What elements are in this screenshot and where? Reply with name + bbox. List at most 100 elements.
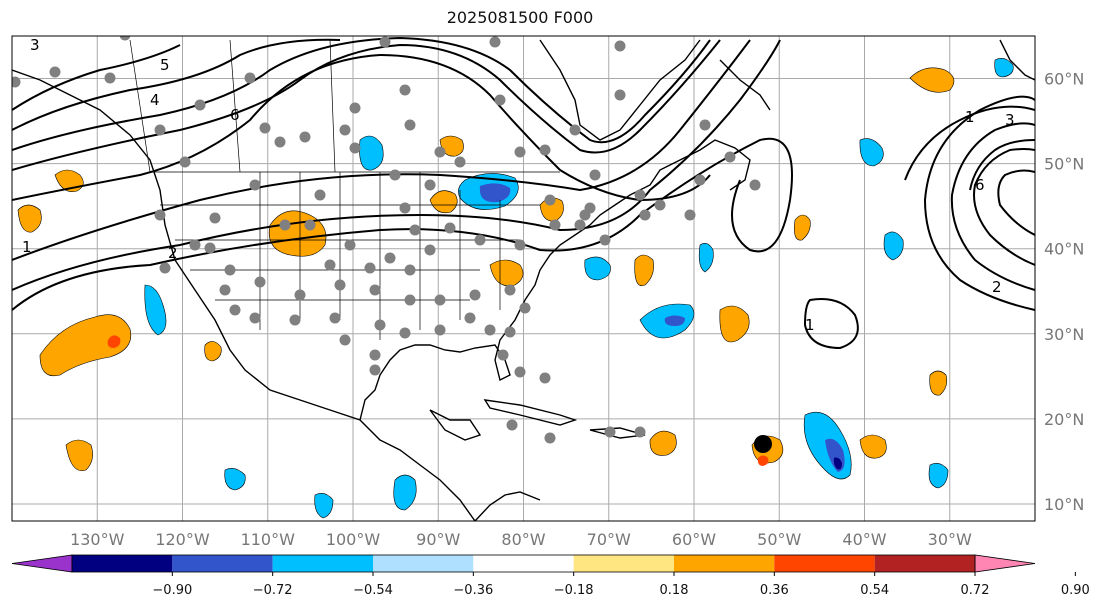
station-dot	[514, 239, 526, 251]
station-dot	[289, 314, 301, 326]
station-dot	[329, 312, 341, 324]
colorbar-segment	[874, 555, 975, 572]
station-dot	[334, 279, 346, 291]
station-dot	[369, 364, 381, 376]
station-dot	[504, 284, 516, 296]
station-dot	[299, 131, 311, 143]
anomaly-positive	[204, 341, 222, 362]
station-dot	[324, 259, 336, 271]
contour-labels: 3 5 4 6 1 2 1 3 6 1 2	[22, 36, 1015, 334]
station-dot	[569, 124, 581, 136]
contour	[12, 36, 711, 151]
longitude-label: 30°W	[928, 530, 972, 549]
longitude-label: 100°W	[326, 530, 381, 549]
station-dot	[259, 122, 271, 134]
station-dot	[404, 119, 416, 131]
station-dot	[349, 142, 361, 154]
anomaly-positive	[39, 314, 132, 377]
latitude-label: 40°N	[1044, 240, 1084, 259]
station-dots	[12, 36, 761, 444]
anomaly-positive	[17, 204, 42, 233]
anomaly-negative	[144, 284, 167, 336]
latitude-labels: 10°N 20°N 30°N 40°N 50°N 60°N	[1044, 70, 1084, 514]
station-dot	[489, 36, 501, 48]
station-dot	[654, 199, 666, 211]
contour-label: 1	[965, 108, 975, 126]
station-dot	[409, 224, 421, 236]
anomaly-positive	[107, 335, 121, 348]
station-dot	[584, 202, 596, 214]
contour-label: 1	[22, 238, 32, 256]
contour-label: 1	[805, 316, 815, 334]
station-dot	[224, 264, 236, 276]
anomaly-positive	[859, 434, 887, 459]
station-dot	[399, 202, 411, 214]
station-dot	[434, 324, 446, 336]
contour	[12, 39, 751, 261]
station-dot	[504, 326, 516, 338]
station-dot	[339, 334, 351, 346]
station-dot	[49, 66, 61, 78]
colorbar-tick-label: 0.54	[860, 583, 889, 598]
station-dot	[506, 419, 518, 431]
contour-label: 3	[30, 36, 40, 54]
station-dot	[514, 146, 526, 158]
map-title: 2025081500 F000	[446, 8, 594, 27]
station-dot	[519, 302, 531, 314]
station-dot	[469, 289, 481, 301]
anomaly-positive	[634, 254, 654, 286]
anomaly-negative	[479, 183, 511, 203]
colorbar-tick-label: −0.72	[253, 583, 293, 598]
anomaly-positive	[757, 455, 769, 466]
anomaly-positive	[719, 305, 750, 343]
station-dot	[404, 294, 416, 306]
station-dot	[119, 36, 131, 41]
anomaly-positive	[429, 190, 458, 214]
contour	[12, 44, 181, 111]
station-dot	[339, 124, 351, 136]
station-dot	[699, 119, 711, 131]
coastline	[999, 39, 1035, 81]
anomaly-negative	[833, 457, 842, 470]
contour	[12, 53, 561, 201]
coastline	[474, 491, 541, 521]
station-dot	[254, 276, 266, 288]
station-dot	[12, 76, 21, 88]
anomaly-negative	[584, 256, 611, 281]
colorbar-ticks: −0.90 −0.72 −0.54 −0.36 −0.18 0.18 0.36 0.54 0.7…	[152, 572, 1090, 598]
station-dot	[279, 219, 291, 231]
map-frame	[11, 35, 1036, 522]
colorbar-tick-label: −0.36	[453, 583, 493, 598]
latitude-label: 60°N	[1044, 70, 1084, 89]
contour	[950, 122, 1035, 291]
contour	[803, 298, 859, 350]
contour-label: 3	[1005, 111, 1015, 129]
station-dot	[514, 366, 526, 378]
colorbar-segment	[674, 555, 775, 572]
longitude-label: 80°W	[501, 530, 545, 549]
colorbar-frame	[71, 554, 976, 573]
colorbar-tick-label: 0.36	[760, 583, 789, 598]
station-dot	[434, 294, 446, 306]
station-dot	[549, 219, 561, 231]
station-dot	[344, 239, 356, 251]
anomaly-positive	[65, 439, 93, 472]
station-dot	[634, 426, 646, 438]
station-dot	[494, 94, 506, 106]
longitude-labels: 130°W 120°W 110°W 100°W 90°W 80°W 70°W 60°W 50°W…	[70, 530, 972, 549]
political-borders	[129, 39, 560, 340]
colorbar-max-extension	[974, 554, 1036, 573]
coastline	[359, 139, 751, 421]
colorbar-segment	[72, 555, 173, 572]
station-dot	[694, 174, 706, 186]
station-dot	[374, 319, 386, 331]
coastline	[539, 39, 701, 141]
contour-label: 2	[168, 244, 178, 262]
station-dot	[589, 169, 601, 181]
longitude-label: 110°W	[241, 530, 296, 549]
highlight-marker	[754, 435, 772, 453]
longitude-label: 70°W	[587, 530, 631, 549]
anomaly-positive	[909, 67, 955, 93]
station-dot	[399, 327, 411, 339]
